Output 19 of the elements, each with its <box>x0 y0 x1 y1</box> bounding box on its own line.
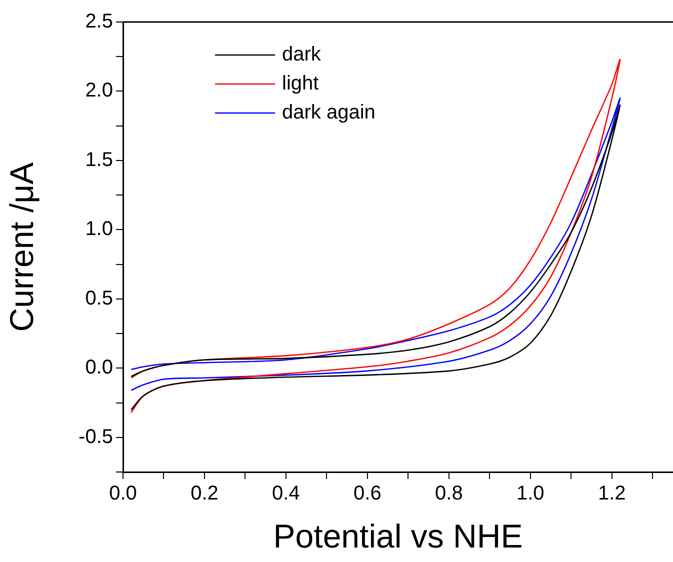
legend-label: dark <box>282 44 322 66</box>
y-tick-label: 2.0 <box>85 80 113 102</box>
y-tick-label: 2.5 <box>85 10 113 33</box>
x-tick-label: 0.4 <box>272 482 300 505</box>
legend-label: light <box>282 72 320 95</box>
y-tick-label: 0.0 <box>85 356 113 379</box>
y-tick-label: 1.5 <box>85 148 113 171</box>
y-tick-label: -0.5 <box>78 426 113 448</box>
legend-label: dark again <box>282 102 376 124</box>
x-tick-label: 0.8 <box>435 482 463 505</box>
y-tick-label: 0.5 <box>85 287 113 310</box>
x-tick-label: 0.6 <box>354 482 382 505</box>
y-axis-title: Current /μA <box>2 162 40 332</box>
x-tick-label: 1.2 <box>598 482 626 505</box>
y-tick-label: 1.0 <box>85 218 113 240</box>
x-tick-label: 1.0 <box>516 482 544 505</box>
x-tick-label: 0.0 <box>109 482 137 505</box>
x-axis-title: Potential vs NHE <box>273 517 523 554</box>
x-tick-label: 0.2 <box>190 482 218 505</box>
